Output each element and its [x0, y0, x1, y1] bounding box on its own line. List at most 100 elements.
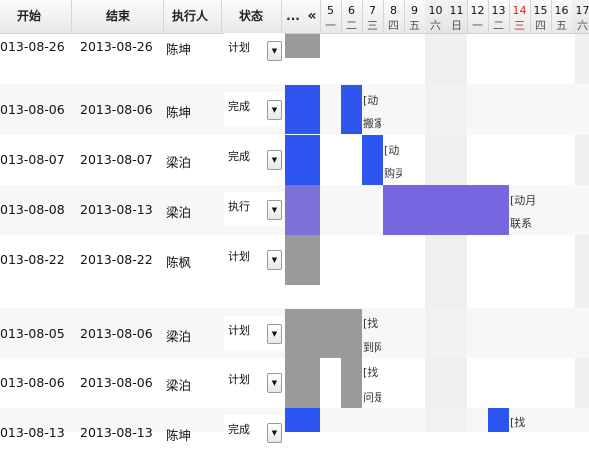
status-select[interactable]: 计划 ▼	[224, 33, 284, 67]
day-number: 14	[512, 4, 527, 17]
day-number: 8	[390, 4, 397, 17]
task-bar-planned[interactable]	[285, 309, 362, 358]
day-column-header: 12 一	[467, 0, 489, 33]
col-status-header[interactable]: 状态	[222, 0, 282, 33]
day-number: 11	[449, 4, 464, 17]
table-header: 开始 结束 执行人 状态 ... « 5 一 6 二 7 三 8 四 9 五 10 六 11 日 12 一 13…	[0, 0, 589, 34]
day-number: 12	[470, 4, 485, 17]
owner-cell: 陈枫	[166, 255, 192, 270]
task-label: [找	[510, 416, 526, 429]
start-date-cell: 2013-08-13	[0, 425, 65, 440]
start-date-cell: 013-08-05	[0, 326, 65, 341]
owner-cell: 梁泊	[166, 205, 192, 220]
day-number: 7	[369, 4, 376, 17]
status-select[interactable]: 计划 ▼	[224, 316, 284, 350]
owner-cell: 梁泊	[166, 155, 192, 170]
task-bar-done[interactable]	[362, 135, 383, 185]
owner-cell: 梁泊	[166, 378, 192, 393]
day-number: 9	[411, 4, 418, 17]
end-date-cell: 2013-08-13	[80, 202, 153, 217]
day-number: 17	[575, 4, 589, 17]
task-label: 购买	[384, 167, 402, 180]
status-value: 计划	[228, 373, 250, 386]
task-bar-planned[interactable]	[341, 358, 362, 408]
status-value: 计划	[228, 324, 250, 337]
status-select[interactable]: 完成 ▼	[224, 415, 284, 449]
chevron-down-icon[interactable]: ▼	[267, 100, 282, 120]
end-date-cell: 2013-08-26	[80, 39, 153, 54]
status-select[interactable]: 执行 ▼	[224, 192, 284, 226]
task-label: [动	[384, 144, 400, 157]
end-date-cell: 2013-08-06	[80, 326, 153, 341]
status-value: 计划	[228, 41, 250, 54]
prev-period-icon[interactable]: «	[304, 0, 321, 33]
task-bar-done[interactable]	[341, 85, 362, 134]
chevron-down-icon[interactable]: ▼	[267, 41, 282, 61]
chevron-down-icon[interactable]: ▼	[267, 423, 282, 443]
task-label: 到网	[363, 341, 381, 354]
status-select[interactable]: 计划 ▼	[224, 365, 284, 399]
weekday-label: 五	[556, 19, 567, 32]
task-bar-done[interactable]	[285, 408, 320, 432]
start-date-cell: 013-08-08	[0, 202, 65, 217]
day-column-header: 10 六	[425, 0, 447, 33]
day-number: 5	[327, 4, 334, 17]
owner-cell: 陈坤	[166, 428, 192, 443]
weekday-label: 一	[472, 19, 483, 32]
chevron-down-icon[interactable]: ▼	[267, 373, 282, 393]
status-select[interactable]: 完成 ▼	[224, 142, 284, 176]
col-owner-header[interactable]: 执行人	[164, 0, 222, 33]
start-date-cell: 013-08-22	[0, 252, 65, 267]
day-column-header: 13 二	[488, 0, 510, 33]
task-bar-running[interactable]	[383, 185, 509, 235]
start-date-cell: 013-08-06	[0, 375, 65, 390]
weekday-label: 二	[493, 19, 504, 32]
task-label: 搬家	[363, 117, 381, 130]
col-end-header[interactable]: 结束	[72, 0, 164, 33]
end-date-cell: 2013-08-06	[80, 375, 153, 390]
weekday-label: 二	[346, 19, 357, 32]
weekday-label: 一	[325, 19, 336, 32]
day-column-header: 16 五	[551, 0, 573, 33]
status-value: 完成	[228, 100, 250, 113]
status-value: 执行	[228, 200, 250, 213]
task-bar-running[interactable]	[285, 185, 320, 235]
owner-cell: 陈坤	[166, 105, 192, 120]
end-date-cell: 2013-08-22	[80, 252, 153, 267]
more-columns-button[interactable]: ...	[286, 9, 300, 23]
task-label: [找	[363, 366, 379, 379]
chevron-down-icon[interactable]: ▼	[267, 200, 282, 220]
start-date-cell: 013-08-06	[0, 102, 65, 117]
task-bar-planned[interactable]	[285, 358, 320, 408]
status-select[interactable]: 计划 ▼	[224, 242, 284, 276]
day-number: 13	[491, 4, 506, 17]
col-start-header[interactable]: 开始	[0, 0, 72, 33]
weekday-label: 六	[577, 19, 588, 32]
status-select[interactable]: 完成 ▼	[224, 92, 284, 126]
day-column-header: 14 三	[509, 0, 531, 33]
task-bar-done[interactable]	[285, 85, 320, 134]
status-value: 完成	[228, 423, 250, 436]
task-bar-done[interactable]	[285, 135, 320, 185]
weekday-label: 六	[430, 19, 441, 32]
day-number: 6	[348, 4, 355, 17]
status-value: 计划	[228, 250, 250, 263]
day-number: 16	[554, 4, 569, 17]
day-column-header: 11 日	[446, 0, 468, 33]
task-bar-planned[interactable]	[285, 34, 320, 58]
chevron-down-icon[interactable]: ▼	[267, 324, 282, 344]
task-bar-planned[interactable]	[285, 235, 320, 285]
task-label: [找	[363, 317, 379, 330]
task-bar-done[interactable]	[488, 408, 509, 432]
weekday-label: 五	[409, 19, 420, 32]
task-label: [动	[363, 94, 379, 107]
chevron-down-icon[interactable]: ▼	[267, 150, 282, 170]
start-date-cell: 013-08-26	[0, 39, 65, 54]
chevron-down-icon[interactable]: ▼	[267, 250, 282, 270]
end-date-cell: 2013-08-07	[80, 152, 153, 167]
